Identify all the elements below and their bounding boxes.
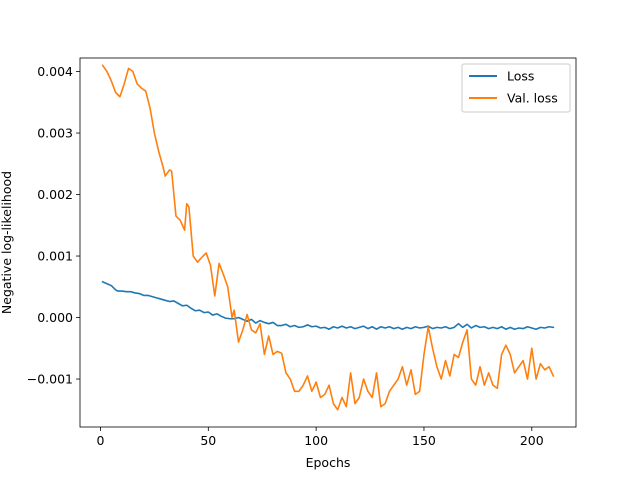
series-line-val-loss <box>101 64 555 411</box>
x-tick-label: 0 <box>97 433 105 448</box>
y-tick-label: 0.004 <box>37 64 73 79</box>
y-tick-label: 0.002 <box>37 187 73 202</box>
y-tick-label: 0.000 <box>37 310 73 325</box>
plot-background <box>80 58 576 427</box>
y-tick-label: 0.003 <box>37 126 73 141</box>
legend-label-val-loss: Val. loss <box>507 91 558 106</box>
legend-label-loss: Loss <box>507 69 534 84</box>
x-tick-label: 200 <box>520 433 544 448</box>
plot-frame <box>79 57 577 428</box>
y-axis-ticks: −0.001 0.000 0.001 0.002 0.003 0.004 <box>27 64 80 387</box>
series-line-loss <box>101 280 555 331</box>
legend: Loss Val. loss <box>461 63 571 113</box>
x-tick-label: 100 <box>304 433 328 448</box>
x-tick-label: 50 <box>200 433 216 448</box>
series-layer <box>101 64 555 411</box>
x-axis-ticks: 0 50 100 150 200 <box>97 427 544 448</box>
plot-area <box>79 57 577 428</box>
x-tick-label: 150 <box>412 433 436 448</box>
y-tick-label: −0.001 <box>27 372 73 387</box>
y-tick-label: 0.001 <box>37 249 73 264</box>
x-axis-label: Epochs <box>306 455 351 470</box>
y-axis-label: Negative log-likelihood <box>0 171 14 314</box>
